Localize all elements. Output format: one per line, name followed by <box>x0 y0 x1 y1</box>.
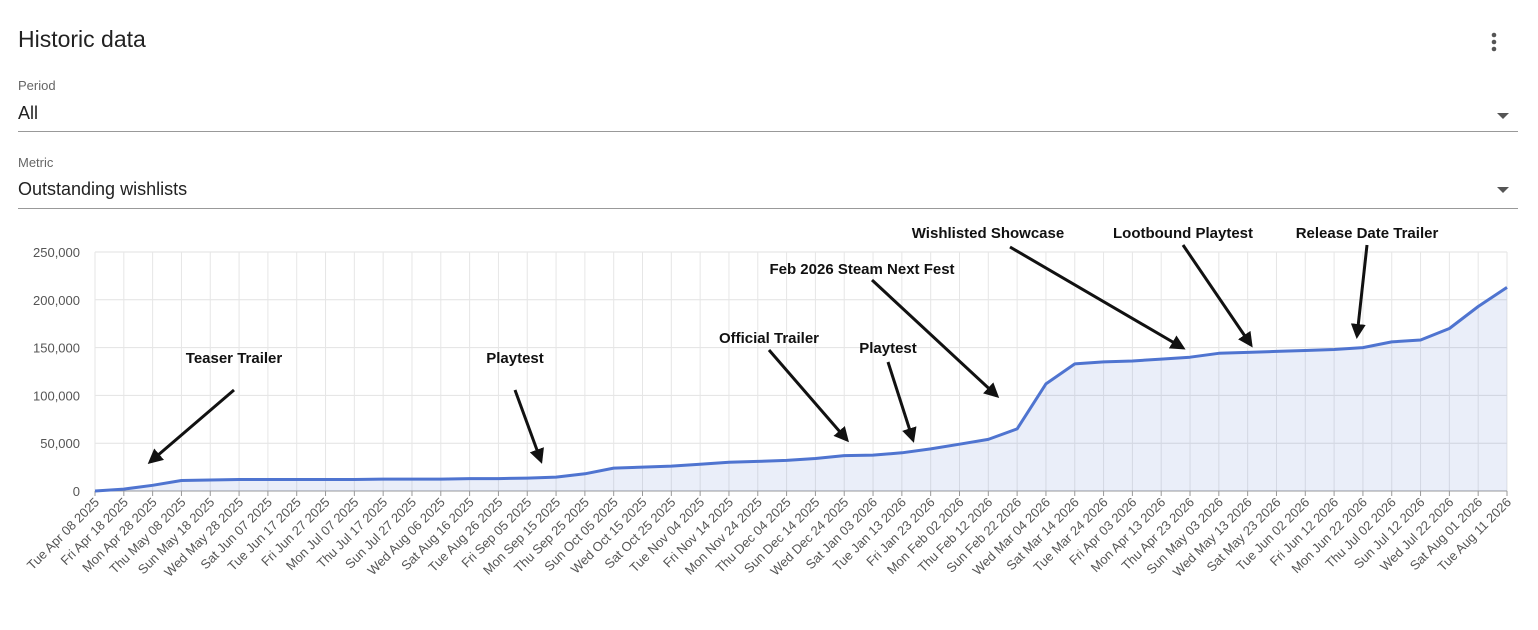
dropdown-arrow <box>1497 187 1509 193</box>
y-tick-label: 0 <box>73 484 80 499</box>
annotation-arrow <box>870 278 1000 399</box>
annotation-arrow <box>767 349 849 443</box>
annotation-arrow <box>513 389 544 464</box>
y-tick-label: 100,000 <box>33 388 80 403</box>
y-tick-label: 150,000 <box>33 341 80 356</box>
annotation: Official Trailer <box>719 330 819 347</box>
metric-select[interactable]: Metric Outstanding wishlists <box>18 155 1518 209</box>
annotation-arrow <box>1009 245 1186 350</box>
annotation-arrow <box>147 388 235 464</box>
annotation: Playtest <box>859 340 917 357</box>
area <box>95 287 1507 491</box>
y-tick-label: 50,000 <box>40 436 80 451</box>
annotation-arrow <box>1181 244 1253 348</box>
annotation: Teaser Trailer <box>186 350 283 367</box>
annotation-arrow <box>1350 244 1369 339</box>
select-value: Outstanding wishlists <box>18 179 187 199</box>
select-value: All <box>18 103 38 123</box>
y-tick-label: 200,000 <box>33 293 80 308</box>
line <box>94 286 1508 493</box>
y-tick-label: 250,000 <box>33 245 80 260</box>
annotation: Feb 2026 Steam Next Fest <box>769 261 954 278</box>
menu-button[interactable] <box>1491 32 1497 52</box>
select-label: Metric <box>18 155 54 170</box>
annotation: Release Date Trailer <box>1296 225 1439 242</box>
panel-title: Historic data <box>18 26 146 52</box>
annotation: Playtest <box>486 350 544 367</box>
annotation: Lootbound Playtest <box>1113 225 1253 242</box>
annotation: Wishlisted Showcase <box>912 225 1064 242</box>
dropdown-arrow <box>1497 113 1509 119</box>
select-label: Period <box>18 78 56 93</box>
period-select[interactable]: Period All <box>18 78 1518 132</box>
annotation-arrow <box>886 361 917 443</box>
